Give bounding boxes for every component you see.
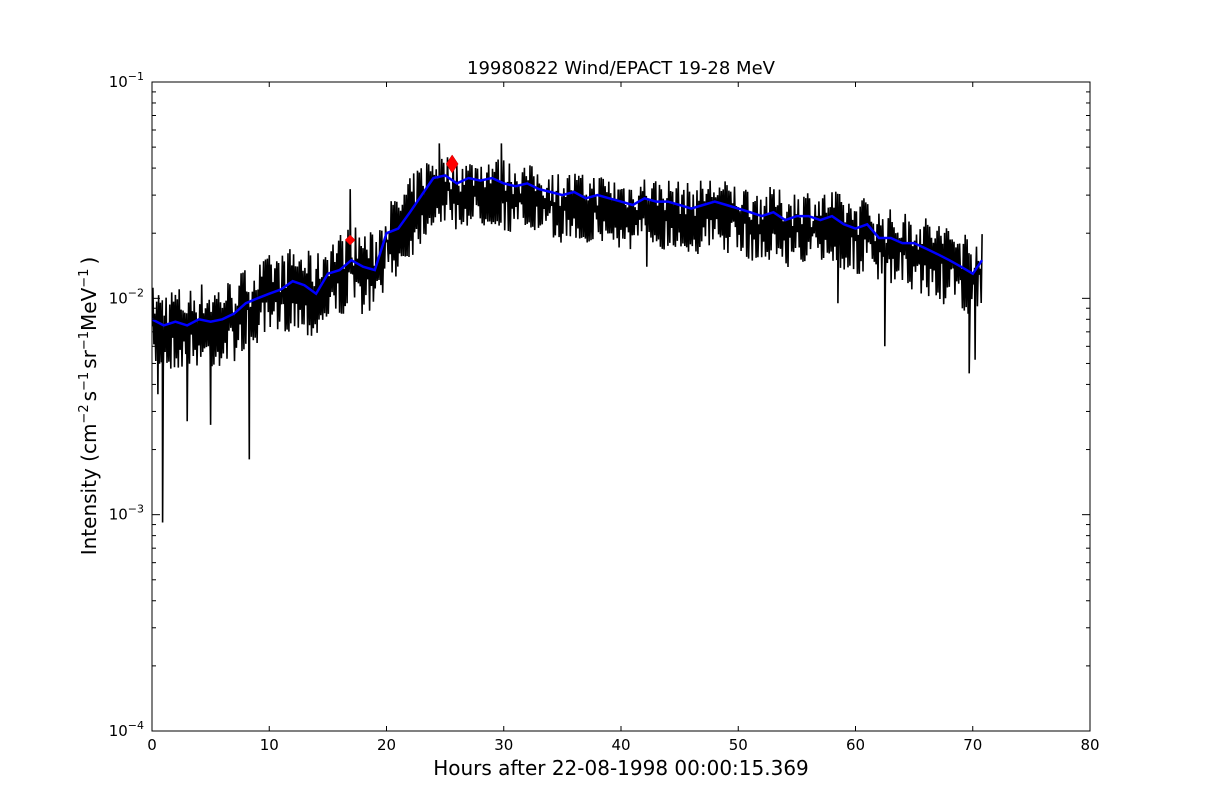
x-axis-label: Hours after 22-08-1998 00:00:15.369 <box>433 756 809 780</box>
y-label-sup: −1 <box>77 269 92 288</box>
series-smoothed-line <box>152 174 984 327</box>
plot-area <box>152 143 984 523</box>
marker-peak <box>445 154 459 174</box>
x-tick-label: 30 <box>494 736 513 754</box>
y-tick-label: 10−2 <box>109 286 144 307</box>
y-label-sup: −1 <box>77 331 92 350</box>
axes-frame <box>151 81 1091 732</box>
x-tick-label: 60 <box>846 736 865 754</box>
y-label-part: sr <box>77 349 101 368</box>
y-label-part: s <box>77 391 101 401</box>
y-label-part: Intensity (cm <box>77 424 101 556</box>
y-label-part: ) <box>77 257 101 265</box>
y-label-sup: −2 <box>77 404 92 423</box>
y-tick-label: 10−1 <box>109 70 144 91</box>
y-tick-label: 10−4 <box>109 719 144 740</box>
y-tick-label: 10−3 <box>109 503 144 524</box>
x-tick-label: 70 <box>963 736 982 754</box>
y-axis-label: Intensity (cm−2s−1sr−1MeV−1) <box>77 257 101 556</box>
series-group <box>152 143 984 523</box>
series-raw-line <box>152 143 983 523</box>
chart-title: 19980822 Wind/EPACT 19-28 MeV <box>467 58 776 79</box>
x-tick-label: 0 <box>147 736 157 754</box>
x-tick-label: 10 <box>260 736 279 754</box>
marker-onset <box>344 234 356 246</box>
ticks: 0 10 20 30 40 50 60 70 80 10−4 10−3 10−2 10−1 <box>109 70 1100 754</box>
y-label-part: MeV <box>77 287 101 331</box>
y-label-sup: −1 <box>77 372 92 391</box>
x-tick-label: 50 <box>729 736 748 754</box>
x-tick-label: 40 <box>611 736 630 754</box>
x-tick-label: 80 <box>1080 736 1099 754</box>
x-tick-label: 20 <box>377 736 396 754</box>
